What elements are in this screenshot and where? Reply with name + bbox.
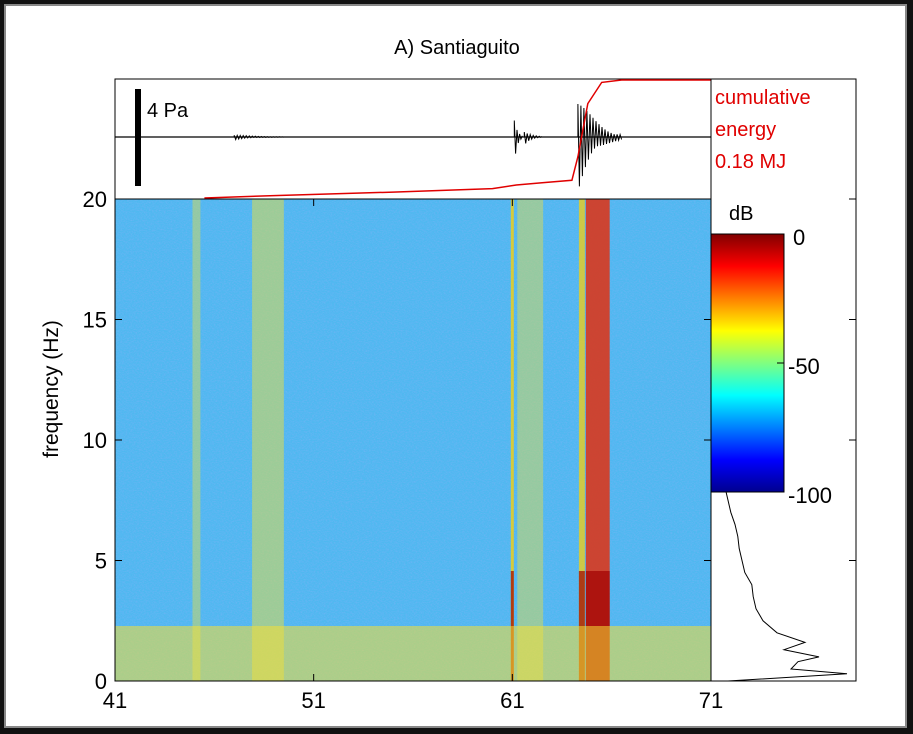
y-axis-label: frequency (Hz): [40, 320, 63, 458]
colorbar-tick-label: 0: [793, 225, 805, 250]
colorbar: [710, 233, 785, 493]
y-tick-label: 20: [83, 187, 107, 212]
spectral-band: [252, 199, 284, 681]
energy-label-line-1: cumulative: [715, 87, 811, 109]
colorbar-tick-label: -100: [788, 483, 832, 508]
spectral-band: [510, 199, 514, 681]
spectrum-profile-line: [724, 488, 848, 682]
spectral-band: [192, 199, 201, 681]
x-axis: 41 51 61 71: [103, 199, 723, 713]
colorbar-tick-label: -50: [788, 354, 820, 379]
x-tick-label: 61: [500, 688, 524, 713]
spectrogram-texture: [115, 199, 711, 681]
cumulative-energy-line: [204, 79, 711, 199]
pressure-scale-label: 4 Pa: [147, 100, 189, 122]
side-panel-ticks: [849, 198, 856, 682]
waveform-panel: 4 Pa: [114, 78, 712, 200]
chart-title: A) Santiaguito: [394, 37, 520, 59]
waveform-event: [233, 134, 284, 141]
spectral-band: [585, 199, 610, 681]
y-tick-label: 5: [95, 549, 107, 574]
spectrogram-figure: A) Santiaguito 4 Pa cumulative energy 0.…: [40, 37, 857, 713]
spectral-band: [578, 199, 585, 681]
low-frequency-band: [115, 626, 711, 681]
waveform-events: [233, 103, 623, 187]
spectrogram-panel: [114, 198, 712, 682]
waveform-event: [577, 103, 623, 187]
y-tick-label: 0: [95, 669, 107, 694]
spectrum-side-panel: cumulative energy 0.18 MJ dB 0 -50 -100: [710, 78, 857, 682]
y-axis: 0 5 10 15 20: [83, 187, 711, 694]
y-tick-label: 15: [83, 308, 107, 333]
energy-label-line-3: 0.18 MJ: [715, 151, 786, 173]
waveform-event: [523, 131, 543, 144]
energy-label-line-2: energy: [715, 119, 776, 141]
spectral-band: [517, 199, 544, 681]
figure-frame: A) Santiaguito 4 Pa cumulative energy 0.…: [4, 4, 907, 728]
waveform-event: [513, 120, 523, 154]
x-tick-label: 71: [699, 688, 723, 713]
x-tick-label: 51: [301, 688, 325, 713]
x-tick-label: 41: [103, 688, 127, 713]
y-tick-label: 10: [83, 428, 107, 453]
colorbar-label: dB: [729, 203, 753, 225]
